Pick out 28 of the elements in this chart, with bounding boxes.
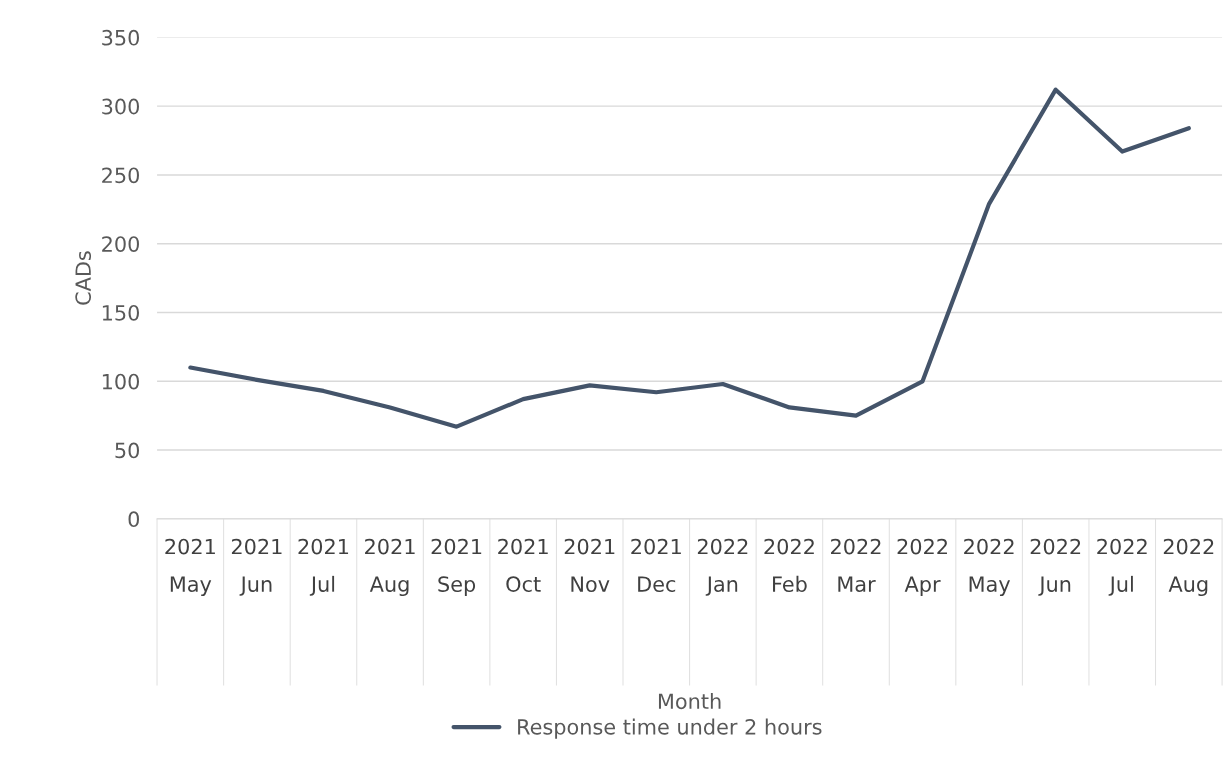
x-tick-label: 2022 Aug	[1163, 538, 1214, 597]
x-tick-label: 2021 Sep	[431, 538, 482, 597]
x-tick-label: 2021 Aug	[365, 538, 415, 597]
x-tick-label: 2022 Jul	[1097, 538, 1147, 596]
x-tick-label: 2022 Feb	[764, 538, 814, 592]
y-tick-label: 50	[115, 442, 140, 459]
legend-label: Response time under 2 hours	[518, 718, 822, 739]
x-tick-label: 2021 Oct	[498, 538, 548, 592]
y-tick-label: 200	[102, 236, 140, 252]
x-tick-label: 2021 Jul	[298, 538, 349, 596]
x-tick-label: 2022 Apr	[897, 538, 947, 597]
y-tick-label: 300	[102, 98, 140, 115]
y-tick-label: 100	[102, 373, 140, 390]
x-tick-label: 2022 Jun	[1030, 538, 1081, 596]
y-tick-label: 350	[102, 29, 140, 46]
x-tick-label: 2021 May	[165, 538, 215, 597]
x-tick-label: 2022 May	[964, 538, 1014, 597]
x-tick-label: 2021 Nov	[564, 538, 615, 592]
y-tick-label: 0	[128, 511, 140, 528]
x-tick-label: 2021 Dec	[631, 538, 681, 592]
y-tick-label: 250	[102, 167, 140, 184]
x-tick-label: 2021 Jun	[231, 538, 282, 596]
y-axis-title: CADs	[75, 251, 92, 305]
y-tick-label: 150	[102, 304, 140, 321]
x-axis-title: Month	[658, 693, 721, 710]
line-series	[188, 87, 1191, 429]
x-tick-label: 2022 Mar	[831, 538, 881, 592]
x-tick-label: 2022 Jan	[697, 538, 748, 596]
